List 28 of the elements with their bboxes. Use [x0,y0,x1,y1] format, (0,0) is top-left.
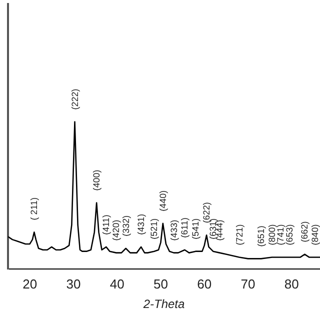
annotation: (721) [234,224,244,246]
annotation: (411) [101,214,112,235]
annotation: (433) [168,220,179,241]
annotation: (651) [256,226,266,247]
annotation: (541) [190,218,201,240]
annotation: (332) [120,215,131,236]
annotation: (521) [149,218,160,240]
x-tick-label: 60 [197,276,212,292]
annotation: (662) [300,221,310,242]
annotation: (800) [267,224,277,246]
x-tick-label: 40 [110,276,124,292]
annotation: (741) [276,224,286,246]
annotation: ( 211) [29,197,40,220]
x-axis-title: 2-Theta [142,297,185,312]
annotation: (653) [284,224,294,246]
x-tick-label: 80 [284,276,299,292]
annotation: (840) [310,224,320,246]
x-tick-label: 20 [22,276,38,292]
x-tick-label: 50 [153,276,168,292]
x-tick-label: 30 [66,276,81,292]
annotation: (611) [180,218,190,238]
annotation: (420) [111,220,122,241]
annotation: (440) [158,190,168,212]
annotation: (222) [70,88,80,110]
annotation: (622) [202,202,212,224]
annotation: (400) [92,170,102,191]
x-tick-label: 70 [240,276,256,292]
annotation: (431) [136,214,146,235]
